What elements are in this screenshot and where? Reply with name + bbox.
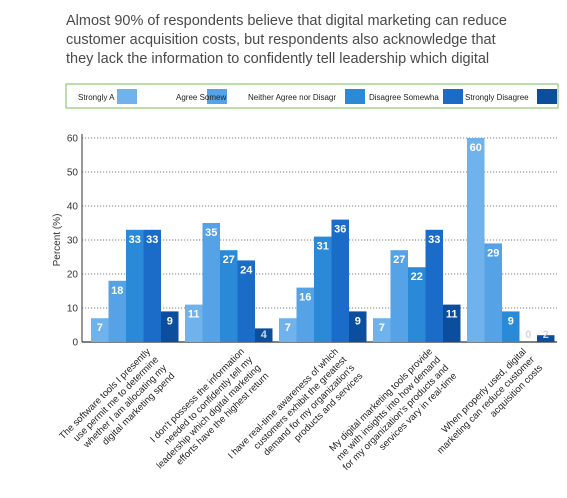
- bar: [220, 250, 238, 342]
- data-label: 7: [285, 322, 291, 334]
- legend-label-1: Strongly A: [78, 93, 115, 102]
- data-label: 24: [240, 264, 253, 276]
- bar: [237, 260, 255, 342]
- legend-swatch-4: [443, 89, 463, 104]
- bar: [484, 243, 502, 342]
- title-line-3: they lack the information to confidently…: [66, 51, 490, 67]
- bar: [349, 311, 367, 342]
- chart-title: Almost 90% of respondents believe that d…: [66, 12, 562, 69]
- bar: [185, 304, 203, 342]
- legend-swatch-1: [117, 89, 137, 104]
- data-label: 9: [508, 315, 514, 327]
- x-category-label: The software tools I presentlyuse permit…: [57, 346, 177, 466]
- y-tick-label: 60: [67, 134, 79, 145]
- bar: [408, 267, 426, 342]
- bar: [537, 335, 555, 342]
- data-label: 33: [146, 234, 158, 246]
- y-tick-label: 40: [67, 202, 79, 213]
- bar: [279, 318, 297, 342]
- data-label: 11: [188, 309, 200, 321]
- y-tick-label: 10: [67, 304, 79, 315]
- bar: [502, 311, 520, 342]
- data-label: 2: [543, 329, 549, 341]
- data-label: 36: [334, 224, 346, 236]
- legend-box: [65, 83, 559, 109]
- data-label: 60: [470, 142, 482, 154]
- legend-swatch-2: [207, 89, 227, 104]
- data-label: 9: [167, 315, 173, 327]
- bar: [425, 229, 443, 342]
- legend-label-2: Agree Somew: [176, 93, 226, 102]
- bar: [255, 328, 273, 342]
- legend-label-5: Strongly Disagree: [465, 93, 529, 102]
- bar: [91, 318, 109, 342]
- title-line-2: customer acquisition costs, but responde…: [66, 32, 496, 48]
- bar: [296, 287, 314, 342]
- bar: [108, 280, 126, 342]
- data-label: 27: [393, 254, 405, 266]
- y-tick-label: 50: [67, 168, 79, 179]
- bar: [390, 250, 408, 342]
- data-label: 33: [129, 234, 141, 246]
- bar: [373, 318, 391, 342]
- data-label: 18: [111, 285, 123, 297]
- data-label: 31: [317, 241, 329, 253]
- bar: [314, 236, 332, 342]
- data-label: 27: [223, 254, 235, 266]
- bar: [467, 138, 485, 342]
- bar: [161, 311, 179, 342]
- data-label: 7: [97, 322, 103, 334]
- y-tick-label: 20: [67, 270, 79, 281]
- data-label: 22: [411, 271, 423, 283]
- y-tick-label: 30: [67, 236, 79, 247]
- data-label: 35: [205, 227, 217, 239]
- data-label: 9: [355, 315, 361, 327]
- bar: [143, 229, 161, 342]
- legend-swatch-5: [537, 89, 557, 104]
- y-axis-label: Percent (%): [52, 214, 63, 267]
- data-label: 33: [428, 234, 440, 246]
- legend-swatch-3: [345, 89, 365, 104]
- bar: [126, 229, 144, 342]
- data-label: 4: [261, 329, 268, 341]
- legend-label-3: Neither Agree nor Disagr: [248, 93, 336, 102]
- data-label: 7: [379, 322, 385, 334]
- bar: [443, 304, 461, 342]
- data-label: 29: [487, 247, 499, 259]
- legend-label-4: Disagree Somewha: [369, 93, 439, 102]
- data-label: 0: [525, 329, 531, 341]
- data-label: 16: [299, 292, 311, 304]
- x-category-label: When properly used, digitalmarketing can…: [427, 346, 545, 464]
- bar: [202, 223, 220, 342]
- title-line-1: Almost 90% of respondents believe that d…: [66, 13, 507, 29]
- data-label: 11: [446, 309, 458, 321]
- y-tick-label: 0: [72, 338, 78, 349]
- bar: [331, 219, 349, 342]
